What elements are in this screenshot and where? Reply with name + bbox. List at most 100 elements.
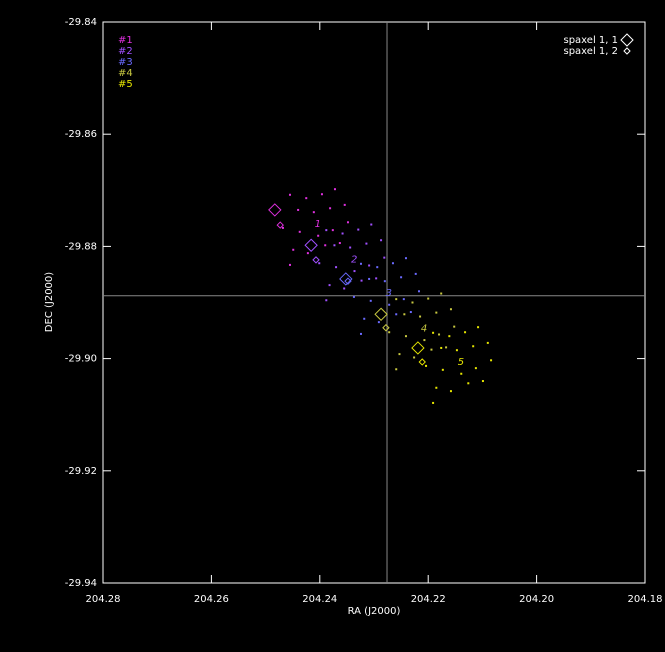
x-tick-label: 204.24 [302,594,337,605]
spaxel-marker [344,277,352,285]
data-point [292,248,295,251]
data-point [377,321,380,324]
y-tick-label: -29.88 [65,241,97,252]
data-point [398,353,401,356]
spaxel-marker [268,203,282,217]
data-point [413,356,416,359]
data-point [441,368,444,371]
data-point [365,242,368,245]
spaxel-marker [411,341,425,355]
data-point [359,262,362,265]
data-point [440,346,443,349]
data-point [445,346,448,349]
data-point [474,367,477,370]
y-tick-label: -29.86 [65,129,97,140]
group-label: 1 [315,219,321,230]
data-point [435,386,438,389]
spaxel-marker [312,256,320,264]
y-tick-label: -29.90 [65,354,97,365]
data-point [419,315,422,318]
data-point [376,266,379,269]
spaxel-marker [276,221,284,229]
data-point [297,208,300,211]
data-point [343,287,346,290]
data-point [318,262,321,265]
data-point [325,299,328,302]
data-point [368,277,371,280]
x-axis-label: RA (J2000) [348,606,401,617]
data-point [375,277,378,280]
data-point [395,313,398,316]
data-point [477,326,480,329]
legend-symbol [623,47,631,55]
data-point [320,193,323,196]
spaxel-marker [374,307,388,321]
data-point [324,244,327,247]
data-point [472,345,475,348]
data-point [409,311,412,314]
legend-symbol [620,33,634,47]
legend-entry: spaxel 1, 1 [564,35,619,46]
data-point [403,313,406,316]
data-point [481,380,484,383]
data-point [298,230,301,233]
data-point [402,298,405,301]
data-point [400,276,403,279]
data-point [464,331,467,334]
data-point [359,332,362,335]
data-point [435,311,438,314]
data-point [349,246,352,249]
data-point [369,299,372,302]
x-tick-label: 204.26 [194,594,229,605]
data-point [353,270,356,273]
data-point [341,232,344,235]
data-point [317,234,320,237]
data-point [288,263,291,266]
legend-entry: spaxel 1, 2 [564,46,619,57]
data-point [338,242,341,245]
data-point [453,325,456,328]
data-point [449,390,452,393]
spaxel-marker [304,238,318,252]
data-point [417,290,420,293]
group-label: 2 [351,254,357,265]
data-point [427,297,430,300]
legend-entry: #1 [118,35,133,46]
data-point [391,262,394,265]
legend-entry: #4 [118,68,133,79]
group-label: 5 [458,357,464,368]
y-tick-label: -29.92 [65,466,97,477]
data-point [486,341,489,344]
data-point [325,229,328,232]
y-axis-label: DEC (J2000) [44,272,55,332]
data-point [432,401,435,404]
y-tick-label: -29.84 [65,17,97,28]
data-point [352,295,355,298]
data-point [343,203,346,206]
spaxel-marker [418,358,426,366]
data-point [395,368,398,371]
data-point [460,372,463,375]
data-point [370,223,373,226]
data-point [363,317,366,320]
data-point [306,252,309,255]
x-tick-label: 204.28 [86,594,121,605]
data-point [329,207,332,210]
data-point [404,335,407,338]
data-point [383,256,386,259]
plot-frame [102,21,646,584]
data-point [357,228,360,231]
data-point [312,211,315,214]
data-point [383,280,386,283]
data-point [288,193,291,196]
data-point [449,308,452,311]
legend-entry: #2 [118,46,133,57]
data-point [455,349,458,352]
data-point [425,364,428,367]
data-point [388,331,391,334]
data-point [404,257,407,260]
data-point [388,303,391,306]
data-point [333,244,336,247]
